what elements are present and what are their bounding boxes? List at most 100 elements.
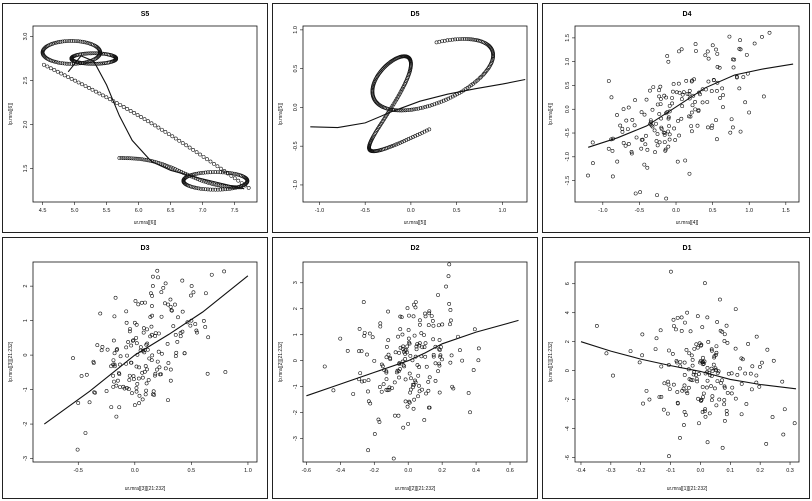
data-point (687, 351, 692, 356)
data-point (168, 367, 173, 372)
data-point (88, 41, 93, 46)
data-point (166, 398, 170, 403)
data-point (407, 399, 412, 404)
data-point (436, 293, 440, 297)
data-point (717, 397, 722, 402)
data-point (648, 121, 652, 126)
data-point (730, 125, 735, 130)
data-point (671, 82, 676, 86)
data-point (441, 98, 446, 103)
data-point (439, 99, 444, 104)
x-axis-label: ur.mra[[1]][21:232] (667, 486, 708, 492)
data-point (684, 389, 689, 394)
data-point (150, 293, 154, 298)
data-point (620, 126, 625, 131)
data-point (672, 126, 677, 131)
x-tick-label: -0.4 (576, 468, 585, 474)
data-point (411, 406, 416, 411)
data-point (429, 314, 434, 318)
data-point (700, 410, 705, 414)
data-point (706, 56, 711, 61)
data-point (630, 118, 635, 122)
data-point (440, 357, 444, 362)
data-point (218, 183, 223, 188)
data-point (703, 53, 708, 58)
chart-title: D5 (411, 11, 420, 18)
data-point (140, 157, 144, 162)
data-point (417, 341, 422, 346)
data-point (714, 368, 718, 373)
data-point (378, 324, 383, 329)
data-point (362, 379, 367, 383)
data-point (390, 386, 394, 390)
data-point (709, 348, 714, 353)
data-point (54, 60, 59, 65)
x-tick-label: -0.2 (370, 468, 379, 474)
data-point (472, 327, 477, 332)
data-point (62, 61, 67, 66)
data-point (655, 143, 660, 148)
data-point (413, 134, 418, 138)
data-point (705, 100, 710, 104)
data-point (216, 170, 220, 175)
data-point (357, 349, 361, 354)
data-point (104, 52, 109, 57)
data-point (691, 372, 696, 377)
data-point (729, 391, 734, 396)
data-point (642, 162, 647, 167)
data-point (134, 364, 139, 369)
data-point (133, 299, 138, 303)
data-point (683, 413, 688, 417)
data-point (149, 121, 154, 126)
data-point (437, 338, 442, 342)
data-point (693, 107, 698, 112)
chart-panel-d2: D2 -0.6 -0.4 -0.2 0.0 0.2 0.4 0.6 -3 -2 -1 0 1 2 3 ur.m… (272, 237, 538, 499)
data-point (163, 130, 168, 134)
data-point (716, 369, 721, 374)
x-tick-label: -0.6 (302, 468, 311, 474)
data-point (195, 330, 199, 335)
data-point (419, 331, 424, 336)
x-tick-label: 0.0 (672, 208, 680, 214)
data-point (657, 395, 662, 399)
data-point (198, 186, 203, 191)
data-point (685, 391, 690, 396)
data-point (168, 297, 173, 302)
data-point (81, 61, 86, 66)
data-point (678, 435, 682, 440)
x-tick-label: 0.3 (786, 468, 794, 474)
data-point (677, 133, 681, 138)
data-point (143, 364, 148, 368)
data-point (366, 389, 370, 394)
data-point (178, 334, 183, 339)
data-point (137, 365, 141, 370)
data-point (145, 327, 149, 332)
data-point (655, 193, 659, 197)
data-point (136, 302, 141, 307)
smoother-line (306, 319, 519, 397)
data-point (437, 363, 442, 368)
data-point (111, 338, 116, 343)
data-point (406, 421, 411, 426)
data-point (191, 147, 196, 152)
data-point (659, 126, 664, 131)
data-point (129, 360, 134, 365)
data-point (403, 351, 408, 356)
smoother-line (310, 78, 526, 129)
data-point (223, 170, 228, 175)
data-point (196, 171, 201, 176)
data-point (230, 171, 235, 176)
data-point (385, 145, 390, 150)
data-point (403, 399, 408, 404)
data-point (430, 103, 434, 107)
data-point (448, 308, 453, 312)
data-point (405, 108, 410, 113)
data-point (739, 382, 744, 386)
data-point (71, 356, 75, 361)
data-point (89, 42, 94, 47)
smoother-line (67, 55, 245, 190)
data-point (345, 349, 350, 353)
data-point (692, 346, 697, 351)
data-point (651, 85, 656, 89)
data-point (412, 333, 417, 338)
